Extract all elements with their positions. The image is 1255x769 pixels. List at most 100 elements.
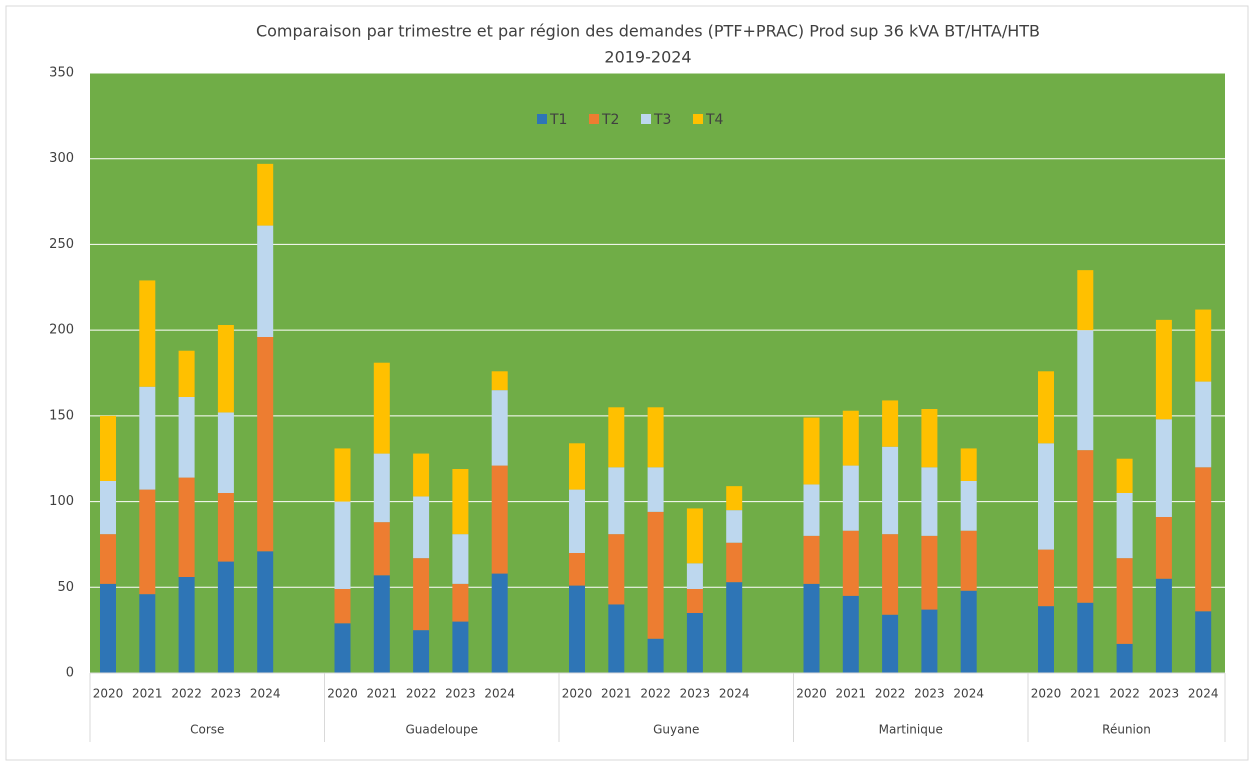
- chart-title: Comparaison par trimestre et par région …: [256, 22, 1040, 41]
- legend-label: T4: [705, 112, 724, 128]
- x-tick-label: 2021: [601, 687, 632, 701]
- x-tick-label: 2024: [484, 687, 515, 701]
- bar-segment: [373, 522, 390, 576]
- bar-segment: [452, 534, 469, 584]
- bar-segment: [882, 446, 899, 535]
- bar-segment: [686, 563, 703, 589]
- x-tick-label: 2021: [836, 687, 867, 701]
- bar-segment: [178, 350, 195, 397]
- x-tick-label: 2023: [914, 687, 945, 701]
- bar-segment: [569, 585, 585, 673]
- bar-segment: [178, 477, 195, 577]
- bar-segment: [608, 467, 625, 535]
- bar-segment: [726, 582, 743, 673]
- bar-segment: [217, 493, 234, 562]
- bar-segment: [608, 604, 625, 673]
- bar-segment: [608, 534, 625, 605]
- bar-segment: [647, 511, 664, 639]
- y-tick-label: 50: [57, 580, 74, 595]
- bar-segment: [921, 409, 938, 468]
- bar-segment: [139, 489, 156, 595]
- group-label: Guyane: [653, 723, 699, 737]
- bar-segment: [686, 613, 703, 673]
- bar-segment: [139, 594, 156, 673]
- bar-segment: [1155, 419, 1172, 517]
- bar-segment: [1077, 330, 1094, 451]
- bar-segment: [452, 469, 469, 535]
- bar-segment: [100, 583, 116, 673]
- x-tick-label: 2024: [1188, 687, 1219, 701]
- bar-segment: [842, 530, 859, 596]
- bar-segment: [217, 561, 234, 673]
- bar-segment: [1155, 517, 1172, 579]
- group-label: Réunion: [1102, 723, 1151, 737]
- bar-segment: [100, 481, 116, 535]
- bar-segment: [1195, 309, 1212, 382]
- bar-segment: [569, 443, 585, 490]
- bar-segment: [842, 410, 859, 466]
- x-tick-label: 2024: [953, 687, 984, 701]
- bar-segment: [139, 386, 156, 490]
- bar-segment: [491, 371, 508, 391]
- legend-label: T1: [549, 112, 567, 128]
- bar-segment: [1195, 467, 1212, 612]
- bar-segment: [686, 508, 703, 564]
- bar-segment: [178, 577, 195, 673]
- bar-segment: [100, 415, 116, 481]
- bar-segment: [257, 225, 274, 337]
- bar-segment: [882, 534, 899, 615]
- bar-segment: [257, 163, 274, 226]
- bar-segment: [413, 496, 430, 559]
- bar-segment: [1116, 643, 1133, 673]
- bar-segment: [334, 623, 351, 673]
- bar-segment: [921, 467, 938, 536]
- y-tick-label: 250: [49, 237, 74, 252]
- bar-segment: [452, 583, 469, 622]
- x-tick-label: 2020: [796, 687, 827, 701]
- bar-segment: [1038, 371, 1054, 444]
- bar-segment: [413, 558, 430, 631]
- bar-segment: [569, 489, 585, 553]
- group-label: Martinique: [879, 723, 943, 737]
- group-label: Guadeloupe: [405, 723, 478, 737]
- x-tick-label: 2020: [327, 687, 358, 701]
- bar-segment: [842, 465, 859, 531]
- bar-segment: [803, 535, 820, 584]
- x-tick-label: 2022: [875, 687, 906, 701]
- bar-segment: [452, 621, 469, 673]
- bar-segment: [960, 530, 977, 591]
- bar-segment: [178, 397, 195, 478]
- bar-segment: [491, 573, 508, 673]
- bar-segment: [960, 448, 977, 481]
- legend-label: T3: [653, 112, 671, 128]
- x-tick-label: 2021: [1070, 687, 1101, 701]
- bar-segment: [726, 510, 743, 543]
- bar-segment: [921, 609, 938, 673]
- x-tick-label: 2020: [93, 687, 124, 701]
- bar-segment: [608, 407, 625, 468]
- bar-segment: [100, 534, 116, 584]
- bar-segment: [803, 417, 820, 485]
- x-tick-label: 2021: [132, 687, 163, 701]
- legend-swatch: [589, 114, 599, 124]
- bar-segment: [334, 448, 351, 502]
- bar-segment: [1116, 458, 1133, 493]
- x-tick-label: 2022: [406, 687, 437, 701]
- bar-segment: [921, 535, 938, 610]
- bar-segment: [803, 484, 820, 536]
- bar-segment: [217, 412, 234, 493]
- bar-segment: [1195, 611, 1212, 673]
- legend-swatch: [693, 114, 703, 124]
- legend-swatch: [641, 114, 651, 124]
- bar-segment: [1077, 602, 1094, 673]
- group-label: Corse: [190, 723, 224, 737]
- bar-segment: [1077, 450, 1094, 603]
- y-tick-label: 300: [49, 151, 74, 166]
- x-tick-label: 2022: [640, 687, 671, 701]
- bar-segment: [257, 337, 274, 552]
- legend-label: T2: [601, 112, 619, 128]
- x-tick-label: 2024: [250, 687, 281, 701]
- bar-segment: [373, 362, 390, 454]
- bar-segment: [647, 467, 664, 512]
- bar-segment: [139, 280, 156, 387]
